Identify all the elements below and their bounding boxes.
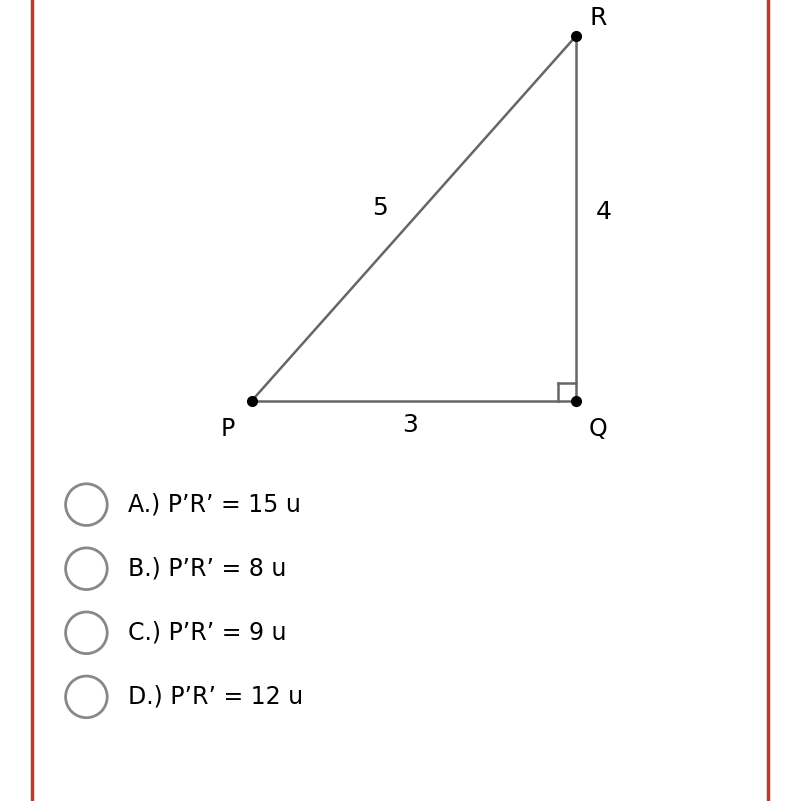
Text: R: R xyxy=(590,6,607,30)
Text: 5: 5 xyxy=(372,196,388,220)
Text: A.) P’R’ = 15 u: A.) P’R’ = 15 u xyxy=(128,493,301,517)
Text: C.) P’R’ = 9 u: C.) P’R’ = 9 u xyxy=(128,621,286,645)
Text: 3: 3 xyxy=(402,413,418,437)
Text: B.) P’R’ = 8 u: B.) P’R’ = 8 u xyxy=(128,557,286,581)
Text: 4: 4 xyxy=(596,200,612,224)
Text: D.) P’R’ = 12 u: D.) P’R’ = 12 u xyxy=(128,685,303,709)
Text: Q: Q xyxy=(589,417,608,441)
Text: P: P xyxy=(221,417,235,441)
